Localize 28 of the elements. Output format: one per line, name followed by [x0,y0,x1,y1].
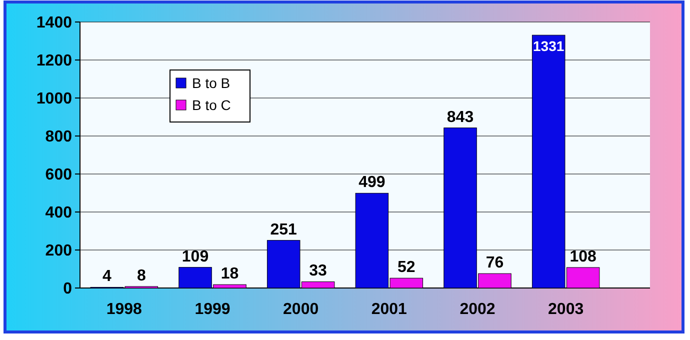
legend-label: B to B [192,74,230,91]
y-tick-label: 0 [63,280,72,298]
data-label: 1331 [533,38,564,54]
x-tick-label: 2002 [460,301,496,318]
data-label: 499 [358,174,386,192]
y-tick-label: 1200 [36,52,72,70]
y-tick-label: 800 [45,128,72,146]
data-label: 8 [136,267,146,284]
x-tick-label: 1999 [194,301,230,318]
y-tick-label: 1400 [36,14,72,32]
x-tick-label: 2000 [283,301,319,318]
y-tick-label: 400 [45,204,72,222]
x-tick-label: 2001 [371,301,408,318]
data-label: 52 [398,259,416,276]
legend-label: B to C [192,96,231,113]
data-label: 843 [446,108,474,126]
data-label: 33 [309,262,328,280]
y-tick-label: 600 [45,166,72,184]
data-label: 108 [570,248,597,266]
y-tick-label: 200 [45,242,72,260]
data-label: 76 [486,254,504,272]
y-tick-label: 1000 [36,90,72,108]
data-label: 18 [220,266,239,283]
data-label: 251 [270,221,298,238]
data-label: 4 [102,268,112,286]
data-label: 109 [182,248,209,266]
x-tick-label: 1998 [106,301,142,318]
x-tick-label: 2003 [548,301,584,318]
